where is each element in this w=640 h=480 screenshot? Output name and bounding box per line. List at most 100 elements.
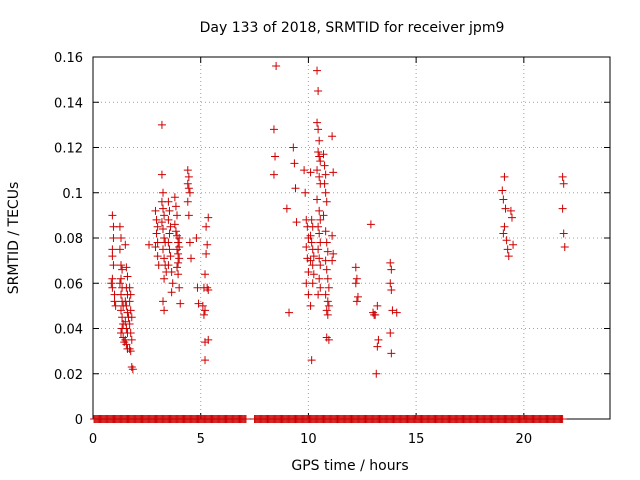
data-point [153, 222, 162, 231]
data-point [314, 148, 323, 157]
data-point [194, 299, 203, 308]
data-point [167, 267, 176, 276]
data-point [319, 211, 328, 220]
data-point [374, 335, 383, 344]
x-tick-label: 5 [197, 432, 205, 447]
data-point [160, 234, 169, 242]
data-point [184, 172, 193, 181]
data-point [499, 195, 508, 204]
data-point [160, 306, 169, 315]
data-point [307, 238, 316, 247]
data-point [175, 283, 184, 292]
data-point [127, 362, 136, 371]
y-tick-label: 0.04 [54, 323, 83, 338]
data-point [159, 188, 168, 197]
data-point [309, 252, 318, 261]
data-point [328, 256, 337, 265]
data-point [307, 215, 316, 224]
data-point [285, 308, 294, 317]
data-point [315, 274, 324, 283]
data-point [386, 329, 395, 338]
data-point [159, 204, 168, 213]
data-point [302, 243, 311, 252]
data-point [183, 166, 192, 175]
data-point [316, 157, 325, 166]
data-point [300, 166, 309, 175]
data-point [306, 256, 315, 265]
data-point [199, 310, 208, 319]
data-point [122, 263, 131, 272]
data-point [165, 206, 174, 215]
data-point [108, 245, 117, 254]
data-point [314, 86, 323, 95]
data-point [122, 324, 131, 333]
baseline-point [558, 415, 567, 423]
data-point [159, 224, 168, 233]
data-point [559, 229, 568, 238]
data-point [321, 290, 330, 299]
data-point [166, 252, 175, 261]
data-point [152, 215, 161, 224]
data-point [204, 213, 213, 222]
data-point [117, 306, 126, 315]
data-point [352, 297, 361, 306]
data-point [174, 270, 183, 279]
data-point [127, 313, 136, 322]
data-point [309, 270, 318, 279]
data-point [153, 252, 162, 261]
data-point [165, 245, 174, 254]
data-point [118, 265, 127, 274]
data-point [111, 301, 120, 310]
data-point [269, 125, 278, 134]
data-point [352, 274, 361, 283]
data-point [115, 279, 124, 288]
data-point [160, 211, 169, 220]
data-point [185, 188, 194, 197]
data-point [164, 238, 173, 247]
data-point [173, 245, 182, 254]
data-point [115, 245, 124, 254]
data-point [109, 261, 118, 270]
data-point [152, 229, 161, 238]
data-point [184, 184, 193, 193]
data-point [157, 120, 166, 129]
data-point [308, 279, 317, 288]
data-point [369, 308, 378, 317]
data-point [170, 220, 179, 229]
data-point [322, 265, 331, 274]
data-point [145, 240, 154, 249]
data-point [373, 342, 382, 351]
data-point [117, 234, 126, 242]
grid-lines [93, 57, 610, 419]
data-point [502, 236, 511, 245]
data-point [500, 172, 509, 181]
data-point [324, 335, 333, 344]
x-tick-label: 20 [516, 432, 533, 447]
data-point [386, 258, 395, 267]
data-point [559, 179, 568, 188]
data-point [503, 245, 512, 254]
data-point [160, 254, 169, 263]
data-point [198, 301, 207, 310]
data-point [126, 329, 135, 338]
data-point [323, 274, 332, 283]
data-point [324, 283, 333, 292]
data-point [127, 335, 136, 344]
y-tick-label: 0.12 [54, 142, 83, 157]
data-point [306, 231, 315, 240]
data-point [125, 283, 134, 292]
data-point [174, 249, 183, 258]
data-point [201, 270, 210, 279]
data-point [174, 238, 183, 247]
data-point [271, 152, 280, 161]
x-tick-label: 10 [300, 432, 317, 447]
data-point [507, 213, 516, 222]
data-point [308, 261, 317, 270]
data-point [366, 220, 375, 229]
data-point [175, 254, 184, 263]
data-point [185, 238, 194, 247]
data-point [121, 240, 130, 249]
data-point [313, 195, 322, 204]
data-point [328, 231, 337, 240]
